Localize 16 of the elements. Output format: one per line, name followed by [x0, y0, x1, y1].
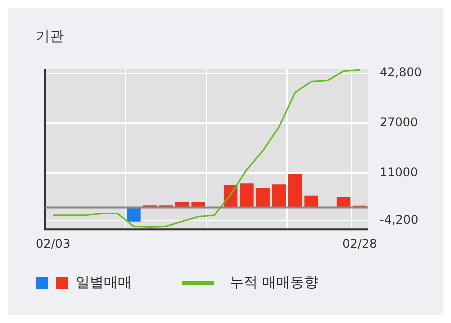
bar [127, 208, 141, 222]
legend-label: 누적 매매동향 [230, 274, 318, 292]
y-tick-label: -4,200 [380, 213, 419, 228]
y-tick-label: 42,800 [380, 66, 422, 80]
x-tick-label: 02/28 [342, 236, 378, 251]
bar [336, 197, 351, 208]
bar [272, 184, 286, 208]
bar [256, 188, 270, 208]
bar [240, 184, 254, 208]
legend-label: 일별매매 [76, 274, 132, 292]
chart-title: 기관 [35, 28, 65, 47]
bar [288, 174, 302, 208]
x-tick-label: 02/03 [36, 236, 71, 251]
y-tick-label: 11000 [380, 165, 418, 180]
y-tick-label: 27000 [380, 115, 418, 130]
bar [304, 196, 318, 208]
